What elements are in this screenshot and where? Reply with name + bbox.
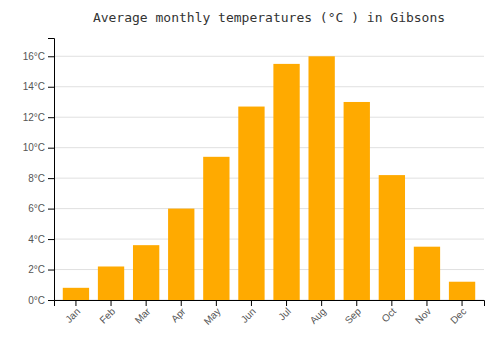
x-tick: May: [202, 300, 223, 327]
y-tick: 6°C: [28, 203, 54, 214]
grid-line: [54, 239, 484, 240]
x-tick: Oct: [379, 300, 398, 324]
y-tick: 8°C: [28, 173, 54, 184]
y-tick-label: 16°C: [23, 51, 45, 62]
x-tick: Jul: [276, 300, 293, 322]
x-tick-label: Aug: [308, 306, 328, 326]
y-tick-label: 14°C: [23, 81, 45, 92]
y-tick-mark: [48, 209, 54, 210]
y-tick-label: 8°C: [28, 173, 45, 184]
bar: [63, 288, 89, 300]
y-tick: 10°C: [23, 142, 54, 153]
bar: [133, 245, 159, 300]
x-axis: Jan Feb Mar Apr May Jun Jul Aug Sep Oct Nov Dec: [55, 300, 485, 327]
x-tick-label: Dec: [448, 306, 468, 326]
y-tick-label: 2°C: [28, 264, 45, 275]
grid-line: [54, 208, 484, 209]
x-tick-mark: [462, 300, 463, 306]
bar: [379, 175, 405, 300]
y-tick-mark: [48, 270, 54, 271]
y-tick-mark: [48, 87, 54, 88]
x-tick: Jan: [63, 300, 82, 325]
bar: [98, 266, 124, 300]
grid-line: [54, 147, 484, 148]
y-tick-label: 4°C: [28, 234, 45, 245]
x-tick: Sep: [343, 300, 364, 326]
bar: [449, 282, 475, 300]
grid-line: [54, 86, 484, 87]
y-tick-label: 12°C: [23, 112, 45, 123]
y-tick-label: 10°C: [23, 142, 45, 153]
y-tick-mark: [48, 300, 54, 301]
y-axis-line: [48, 39, 55, 301]
y-tick-mark: [48, 56, 54, 57]
y-tick-mark: [48, 178, 54, 179]
chart: 0°C 2°C 4°C 6°C 8°C 10°C 12°C 14°C 16°C Jan Feb Mar…: [0, 0, 500, 350]
x-tick-label: Apr: [169, 305, 188, 324]
grid-line: [54, 178, 484, 179]
y-axis: 0°C 2°C 4°C 6°C 8°C 10°C 12°C 14°C 16°C: [23, 39, 55, 306]
x-tick-mark: [321, 300, 322, 306]
x-tick-mark: [251, 300, 252, 306]
x-tick-label: Mar: [133, 305, 153, 325]
x-tick: Aug: [308, 300, 328, 326]
x-tick-mark: [286, 300, 287, 306]
y-tick: 0°C: [28, 295, 54, 306]
x-tick-mark: [146, 300, 147, 306]
x-tick: Nov: [413, 300, 433, 326]
y-tick: 12°C: [23, 112, 54, 123]
y-tick-mark: [48, 148, 54, 149]
y-tick: 2°C: [28, 264, 54, 275]
bars: [63, 56, 475, 300]
title: Average monthly temperatures (°C ) in Gi…: [93, 10, 445, 25]
bar: [168, 209, 194, 300]
x-tick-mark: [181, 300, 182, 306]
plot: 0°C 2°C 4°C 6°C 8°C 10°C 12°C 14°C 16°C Jan Feb Mar…: [23, 39, 485, 327]
bar: [238, 107, 264, 300]
x-axis-line: [55, 301, 485, 307]
y-tick-mark: [48, 239, 54, 240]
y-tick-label: 0°C: [28, 295, 45, 306]
y-tick: 14°C: [23, 81, 54, 92]
x-tick-label: Jun: [239, 306, 258, 325]
x-tick-label: Nov: [413, 306, 433, 326]
x-tick: Jun: [239, 300, 258, 325]
y-tick: 4°C: [28, 234, 54, 245]
grid-line: [54, 56, 484, 57]
x-tick-label: Feb: [97, 305, 117, 325]
x-tick-label: Jan: [63, 306, 82, 325]
x-tick-label: Sep: [343, 305, 364, 326]
grid-line: [54, 117, 484, 118]
bar: [308, 56, 334, 300]
x-tick-label: Oct: [379, 306, 398, 325]
x-tick-mark: [216, 300, 217, 306]
bar: [273, 64, 299, 300]
grid: [54, 56, 484, 300]
x-tick-label: Jul: [276, 306, 293, 323]
x-tick: Mar: [133, 300, 153, 326]
x-tick-mark: [391, 300, 392, 306]
bar: [203, 157, 229, 300]
bar: [414, 247, 440, 300]
x-tick: Apr: [169, 300, 188, 324]
x-tick-mark: [356, 300, 357, 306]
x-tick: Feb: [97, 300, 117, 326]
y-tick: 16°C: [23, 51, 54, 62]
x-tick-mark: [111, 300, 112, 306]
bar: [344, 102, 370, 300]
y-tick-label: 6°C: [28, 203, 45, 214]
y-tick-mark: [48, 117, 54, 118]
x-tick: Dec: [448, 300, 468, 326]
x-tick-mark: [426, 300, 427, 306]
x-tick-label: May: [202, 306, 223, 327]
x-tick-mark: [75, 300, 76, 306]
